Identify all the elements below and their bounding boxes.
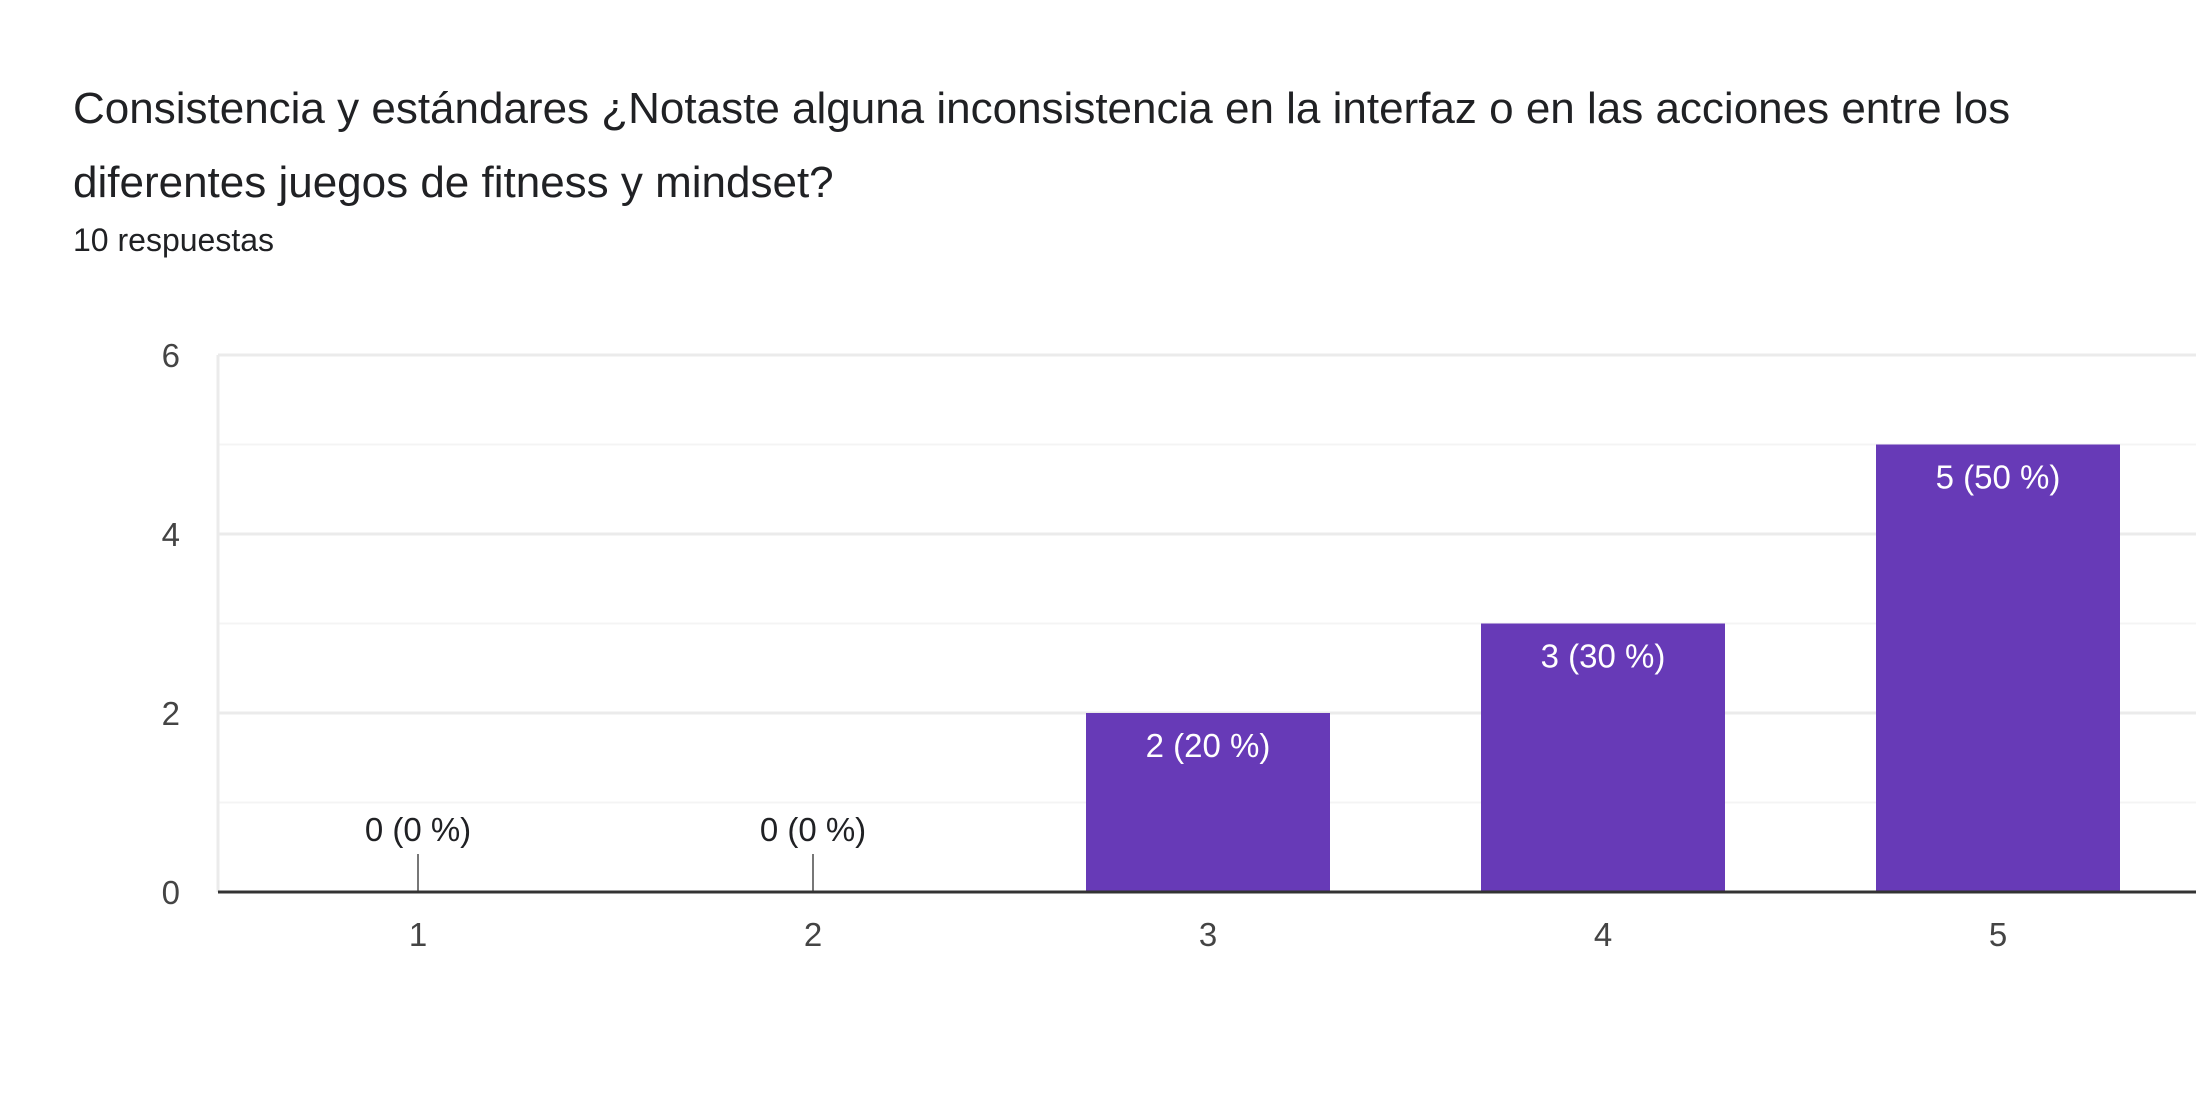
x-tick-label: 2 (804, 916, 822, 953)
x-tick-label: 4 (1594, 916, 1612, 953)
bar-data-label: 3 (30 %) (1541, 638, 1666, 675)
bar-data-label: 2 (20 %) (1146, 727, 1271, 764)
x-tick-label: 1 (409, 916, 427, 953)
y-tick-label: 0 (162, 874, 180, 911)
y-tick-label: 4 (162, 516, 180, 553)
y-tick-label: 6 (162, 337, 180, 374)
bars (417, 444, 2120, 892)
bar-data-label: 0 (0 %) (365, 811, 471, 848)
bar-data-label: 0 (0 %) (760, 811, 866, 848)
x-tick-label: 5 (1989, 916, 2007, 953)
x-tick-label: 3 (1199, 916, 1217, 953)
bar (1481, 623, 1725, 892)
labels: 0 2 4 6 0 (0 %) 1 0 (0 %) 2 2 (20 %) 3 3 (30 %) 4 5 … (162, 337, 2061, 953)
y-tick-label: 2 (162, 695, 180, 732)
bar (1086, 713, 1330, 892)
bar-data-label: 5 (50 %) (1936, 459, 2061, 496)
question-title: Consistencia y estándares ¿Notaste algun… (73, 84, 2011, 207)
response-count: 10 respuestas (73, 222, 275, 258)
bar (1876, 444, 2120, 892)
